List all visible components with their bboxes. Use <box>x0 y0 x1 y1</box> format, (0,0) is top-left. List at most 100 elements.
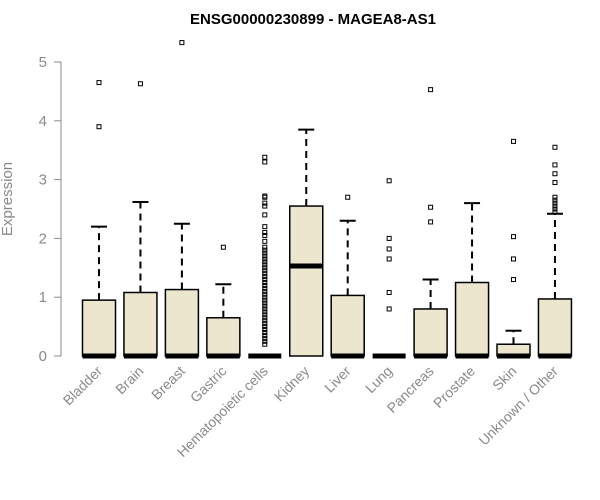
x-tick-label: Kidney <box>271 363 313 405</box>
y-tick-label: 3 <box>39 172 47 189</box>
outlier-point <box>262 329 268 335</box>
outlier-point <box>262 332 268 338</box>
outlier-point <box>262 230 268 236</box>
outlier-point <box>262 253 268 259</box>
outlier-point <box>511 138 516 144</box>
outlier-point <box>262 312 268 318</box>
outlier-point <box>262 294 268 300</box>
box-group <box>454 202 490 359</box>
box-group <box>372 178 406 359</box>
outlier-point <box>262 303 268 309</box>
outlier-point <box>262 318 268 324</box>
box-group <box>330 194 365 359</box>
outlier-point <box>262 315 268 321</box>
outlier-point <box>511 234 516 240</box>
outlier-point <box>262 297 268 303</box>
y-tick-label: 5 <box>39 54 47 71</box>
outlier-point <box>262 321 268 327</box>
outlier-point <box>262 200 268 206</box>
outlier-point <box>262 265 268 271</box>
outlier-point <box>96 80 102 86</box>
outlier-point <box>262 154 268 160</box>
outlier-point <box>428 219 434 225</box>
box-group <box>537 144 573 359</box>
box-group <box>81 80 117 359</box>
outlier-point <box>262 224 268 230</box>
box <box>206 317 241 357</box>
outlier-point <box>552 200 558 206</box>
box <box>81 299 117 357</box>
outlier-point <box>511 256 516 262</box>
outlier-point <box>262 309 268 315</box>
outlier-point <box>262 256 268 262</box>
box <box>330 294 365 357</box>
outlier-point <box>262 306 268 312</box>
outlier-point <box>262 262 268 268</box>
outlier-point <box>262 280 268 285</box>
outlier-point <box>262 271 268 277</box>
outlier-point <box>262 291 268 297</box>
outlier-point <box>179 40 185 46</box>
outlier-point <box>137 81 143 87</box>
x-tick-label: Breast <box>148 363 188 403</box>
box <box>289 205 324 357</box>
outlier-point <box>262 244 268 250</box>
outlier-point <box>262 247 268 253</box>
box-group <box>206 244 241 359</box>
y-axis: 0 1 2 3 4 5 <box>39 54 62 365</box>
box <box>413 308 448 357</box>
outlier-point <box>552 162 558 168</box>
outlier-point <box>262 238 268 244</box>
outlier-point <box>386 246 392 252</box>
outlier-point <box>262 268 268 274</box>
outlier-point <box>552 206 558 212</box>
box <box>454 281 490 357</box>
x-tick-label: Lung <box>362 363 395 396</box>
box-group <box>496 138 531 359</box>
outlier-point <box>262 282 268 288</box>
outlier-point <box>262 250 268 256</box>
outlier-point <box>262 277 268 283</box>
outlier-point <box>386 256 392 262</box>
outlier-point <box>552 180 558 186</box>
outlier-point <box>96 124 102 130</box>
outlier-point <box>262 212 268 218</box>
outlier-point <box>345 194 351 200</box>
x-tick-label: Prostate <box>430 363 478 411</box>
outlier-point <box>552 197 558 203</box>
outlier-point <box>262 338 268 344</box>
outlier-point <box>386 289 392 295</box>
box-group <box>123 81 158 359</box>
outlier-point <box>428 204 434 210</box>
box-group <box>413 87 448 359</box>
outlier-point <box>262 335 268 341</box>
box-group <box>248 154 282 359</box>
boxes-layer <box>81 40 573 359</box>
outlier-point <box>428 87 434 93</box>
outlier-point <box>220 244 226 250</box>
outlier-point <box>386 235 392 241</box>
outlier-point <box>552 209 558 215</box>
box <box>123 291 158 357</box>
outlier-point <box>552 203 558 209</box>
y-axis-label: Expression <box>0 162 16 236</box>
y-tick-label: 0 <box>39 348 47 365</box>
box <box>537 298 573 357</box>
outlier-point <box>262 274 268 280</box>
x-tick-label: Bladder <box>60 363 106 409</box>
box-group <box>289 128 324 357</box>
x-tick-label: Unknown / Other <box>475 363 561 449</box>
y-tick-label: 2 <box>39 230 47 247</box>
outlier-point <box>262 259 268 265</box>
outlier-point <box>511 277 516 283</box>
x-tick-label: Liver <box>321 363 354 396</box>
outlier-point <box>262 232 268 238</box>
outlier-point <box>262 327 268 333</box>
x-tick-label: Skin <box>489 363 520 394</box>
outlier-point <box>552 171 558 177</box>
chart-title: ENSG00000230899 - MAGEA8-AS1 <box>190 11 436 28</box>
y-tick-label: 4 <box>39 113 47 130</box>
outlier-point <box>262 159 268 165</box>
